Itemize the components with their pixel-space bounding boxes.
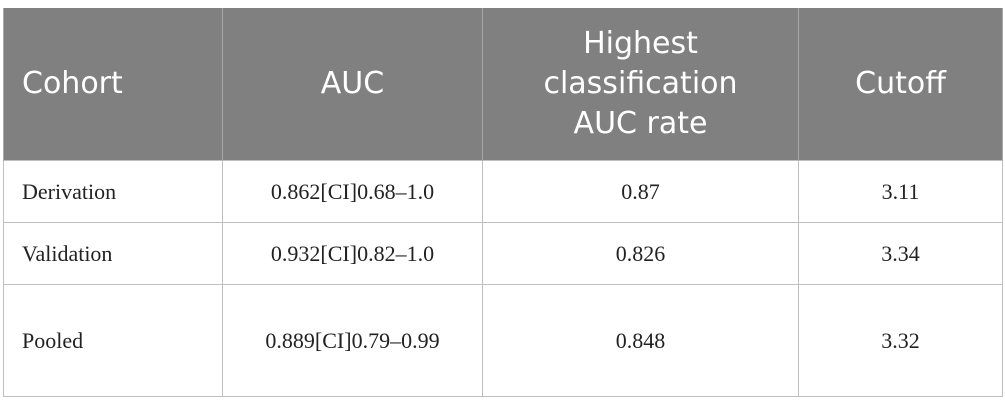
table-cell: Validation: [3, 222, 223, 285]
table-row: Validation 0.932[CI]0.82–1.0 0.826 3.34: [3, 222, 1003, 285]
table-cell: 0.889[CI]0.79–0.99: [222, 284, 483, 397]
cell-text: 0.848: [615, 327, 666, 353]
header-cell: Cohort: [3, 8, 223, 161]
results-table: Cohort AUC Highest classification AUC ra…: [3, 8, 1003, 397]
table-cell: 0.87: [482, 160, 799, 223]
table-row: Derivation 0.862[CI]0.68–1.0 0.87 3.11: [3, 160, 1003, 223]
table-cell: 3.32: [798, 284, 1003, 397]
cell-text: 0.87: [621, 178, 660, 204]
header-row: Cohort AUC Highest classification AUC ra…: [3, 8, 1003, 161]
table-header: Cohort AUC Highest classification AUC ra…: [3, 8, 1003, 161]
table-row: Pooled 0.889[CI]0.79–0.99 0.848 3.32: [3, 284, 1003, 397]
table-cell: Pooled: [3, 284, 223, 397]
table-cell: 0.932[CI]0.82–1.0: [222, 222, 483, 285]
table-cell: 0.826: [482, 222, 799, 285]
header-cell: Highest classification AUC rate: [482, 8, 799, 161]
cell-text: 3.11: [881, 178, 920, 204]
table-cell: 0.862[CI]0.68–1.0: [222, 160, 483, 223]
cell-text: 0.889[CI]0.79–0.99: [265, 327, 440, 353]
cell-text: 0.932[CI]0.82–1.0: [270, 240, 435, 266]
header-text: Highest classification AUC rate: [543, 26, 738, 141]
header-cell: Cutoff: [798, 8, 1003, 161]
table-body: Derivation 0.862[CI]0.68–1.0 0.87 3.11 Valid…: [3, 160, 1003, 397]
cell-text: 3.32: [881, 327, 920, 353]
table-cell: 3.34: [798, 222, 1003, 285]
cell-text: Derivation: [22, 178, 117, 204]
table-cell: 0.848: [482, 284, 799, 397]
cell-text: Validation: [22, 240, 113, 266]
cell-text: 3.34: [881, 240, 920, 266]
cell-text: Pooled: [22, 327, 84, 353]
table-cell: Derivation: [3, 160, 223, 223]
table-cell: 3.11: [798, 160, 1003, 223]
cell-text: 0.826: [615, 240, 666, 266]
header-cell: AUC: [222, 8, 483, 161]
cell-text: 0.862[CI]0.68–1.0: [270, 178, 435, 204]
